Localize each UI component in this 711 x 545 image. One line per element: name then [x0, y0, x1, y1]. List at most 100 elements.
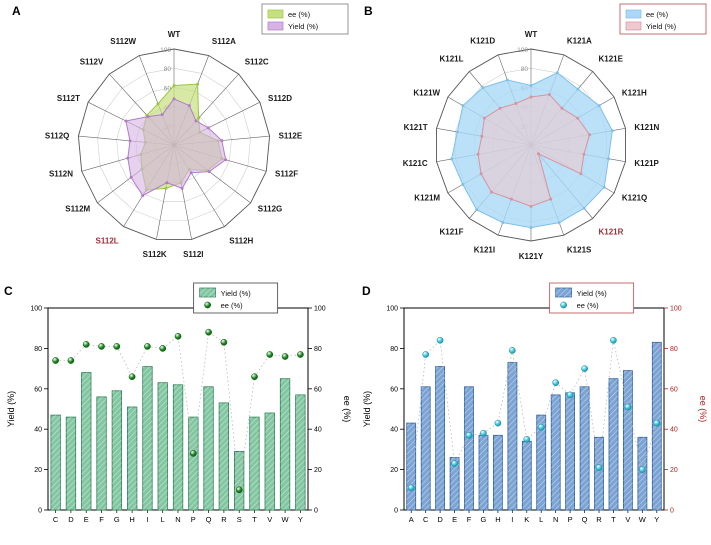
legend-label: ee (%) — [577, 301, 600, 310]
ee-dot — [144, 343, 151, 350]
ee-dot — [624, 403, 632, 411]
ee-dot — [653, 419, 661, 427]
radar-category-label: K121I — [474, 246, 495, 255]
panel-c: 0 0 20 20 40 40 60 60 80 80 100 100 C D E F G H I L N P Q R S T V W… — [2, 282, 354, 542]
ee-dot — [220, 338, 228, 346]
ee-dot — [566, 391, 574, 399]
right-axis-title: ee (%) — [342, 396, 352, 423]
panel-b-radar-chart: 20406080100WTK121AK121EK121HK121NK121PK1… — [403, 3, 707, 261]
x-category-label: K — [524, 515, 529, 524]
x-category-label: T — [252, 515, 257, 524]
radar-category-label: K121Q — [622, 194, 647, 203]
left-axis-tick: 40 — [390, 427, 398, 434]
radar-category-label: WT — [168, 30, 181, 39]
ee-dot — [189, 450, 197, 457]
x-category-label: D — [437, 515, 443, 524]
ee-dot — [595, 464, 603, 471]
x-category-label: G — [480, 515, 486, 524]
radar-category-label: S112D — [268, 94, 292, 103]
x-category-label: L — [161, 515, 165, 524]
radar-category-label: K121S — [567, 246, 592, 255]
right-axis-tick: 100 — [314, 306, 326, 313]
x-category-label: N — [553, 515, 558, 524]
ee-dots — [52, 328, 304, 494]
radar-category-label: K121Y — [519, 252, 544, 261]
left-axis-tick: 80 — [390, 346, 398, 353]
panel-d-letter: D — [362, 284, 371, 298]
plot-frame — [403, 307, 665, 511]
radar-category-label: WT — [525, 30, 538, 39]
radar-category-label: K121H — [622, 89, 647, 98]
right-axis-tick: 60 — [670, 386, 678, 393]
ee-dot — [523, 435, 531, 443]
panel-b-letter: B — [364, 4, 373, 18]
radar-category-label: K121L — [439, 55, 463, 64]
radar-category-label: K121W — [413, 89, 440, 98]
ee-dot — [297, 351, 304, 358]
radar-category-label: S112H — [229, 236, 253, 245]
left-axis-tick: 0 — [38, 508, 42, 515]
left-axis-tick: 60 — [390, 386, 398, 393]
radar-category-label: S112N — [49, 170, 73, 179]
ee-dot — [98, 343, 105, 350]
right-axis-title: ee (%) — [698, 396, 708, 423]
radar-category-label: S112V — [80, 57, 104, 66]
ee-dots — [407, 336, 661, 492]
x-category-label: G — [114, 515, 120, 524]
right-axis-tick: 80 — [314, 346, 322, 353]
ee-dot — [251, 373, 258, 381]
radar-category-label: K121P — [634, 159, 659, 168]
panel-a: 20406080100WTS112AS112CS112DS112ES112FS1… — [2, 2, 352, 280]
radar-category-label: K121N — [634, 123, 659, 132]
x-category-label: E — [452, 515, 457, 524]
ee-dot — [235, 486, 243, 494]
right-axis-tick: 20 — [314, 467, 322, 474]
radar-tick-label: 80 — [164, 66, 172, 73]
ee-dot — [465, 431, 473, 439]
right-axis-tick: 20 — [670, 467, 678, 474]
ee-dot — [82, 341, 90, 348]
panel-a-radar-chart: 20406080100WTS112AS112CS112DS112ES112FS1… — [45, 3, 349, 259]
x-category-label: S — [237, 515, 242, 524]
radar-category-label: K121C — [403, 159, 428, 168]
ee-dot — [159, 345, 167, 352]
bars — [50, 366, 306, 511]
panel-d: 0 0 20 20 40 40 60 60 80 80 100 100 A C D E F G H I K L N P Q R T V… — [358, 282, 710, 542]
radar-category-label: S112T — [57, 94, 80, 103]
left-axis-tick: 40 — [34, 427, 42, 434]
x-category-label: R — [596, 515, 602, 524]
x-category-label: L — [539, 515, 543, 524]
x-category-label: V — [267, 515, 272, 524]
ee-dot — [52, 357, 59, 364]
left-axis-tick: 60 — [34, 386, 42, 393]
left-axis-tick: 20 — [34, 467, 42, 474]
x-category-label: F — [467, 515, 472, 524]
left-axis-title: Yield (%) — [362, 391, 372, 427]
ee-dot — [174, 332, 182, 340]
radar-series-yield — [476, 93, 592, 208]
x-category-label: H — [495, 515, 500, 524]
ee-dot — [552, 379, 560, 387]
radar-category-label: K121T — [404, 123, 428, 132]
radar-category-labels: WT S112A S112C S112D S112E S112F S112G S112H S11… — [45, 30, 303, 259]
x-category-label: T — [611, 515, 616, 524]
ee-dot — [436, 336, 444, 344]
radar-category-label: S112F — [275, 170, 298, 179]
legend-label: Yield (%) — [288, 22, 319, 31]
radar-series-yield — [124, 97, 228, 198]
right-axis-tick: 40 — [314, 427, 322, 434]
radar-legend: ee (%) Yield (%) — [619, 3, 707, 35]
left-axis-title: Yield (%) — [6, 391, 16, 427]
radar-category-label: S112E — [279, 131, 303, 140]
radar-category-label: S112M — [65, 204, 90, 213]
left-axis-tick: 100 — [30, 306, 42, 313]
x-category-label: P — [568, 515, 573, 524]
legend-label: Yield (%) — [646, 22, 677, 31]
radar-tick-label: 80 — [521, 66, 529, 73]
right-axis-tick: 80 — [670, 346, 678, 353]
radar-category-label: S112C — [245, 57, 269, 66]
ee-dot — [508, 347, 516, 354]
radar-category-label: S112I — [183, 250, 203, 259]
